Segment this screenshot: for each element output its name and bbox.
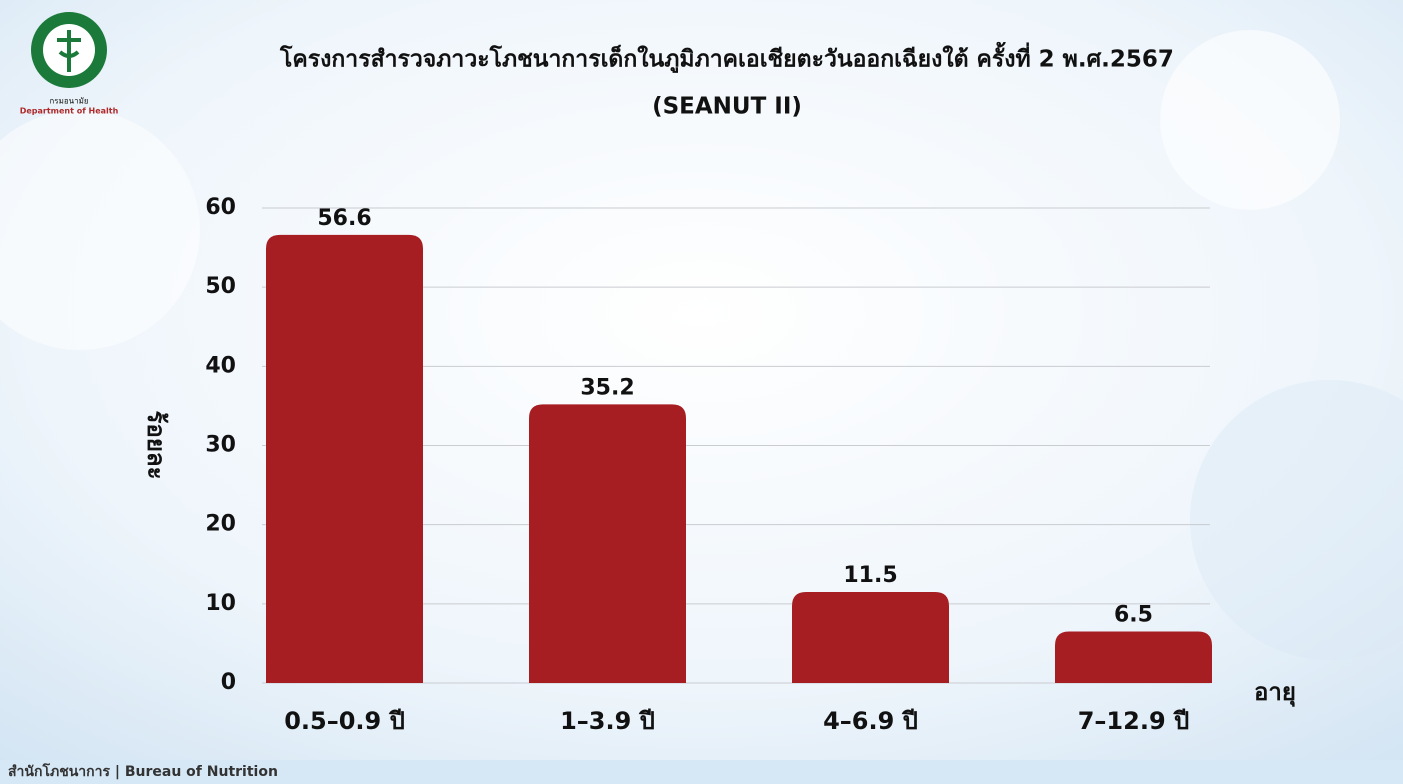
y-tick-label: 30	[205, 433, 236, 458]
y-tick-label: 0	[221, 670, 236, 695]
y-tick-label: 50	[205, 274, 236, 299]
chart-title: โครงการสำรวจภาวะโภชนาการเด็กในภูมิภาคเอเ…	[279, 42, 1174, 74]
y-tick-label: 60	[205, 195, 236, 220]
footer: สำนักโภชนาการ | Bureau of Nutrition	[8, 762, 278, 780]
bokeh	[1160, 30, 1340, 210]
y-tick-label: 40	[205, 353, 236, 378]
bar	[266, 235, 423, 683]
x-tick-label: 1–3.9 ปี	[560, 707, 655, 735]
chart: กรมอนามัย Department of Health โครงการสำ…	[0, 0, 1403, 784]
y-tick-label: 20	[205, 512, 236, 537]
value-label: 56.6	[317, 206, 371, 231]
bar	[1055, 632, 1212, 683]
logo-thai: กรมอนามัย	[49, 97, 88, 106]
x-tick-label: 0.5–0.9 ปี	[284, 707, 405, 735]
logo-english: Department of Health	[20, 107, 119, 116]
value-label: 11.5	[843, 563, 897, 588]
page: กรมอนามัย Department of Health โครงการสำ…	[0, 0, 1403, 784]
value-label: 6.5	[1114, 603, 1153, 628]
y-tick-label: 10	[205, 591, 236, 616]
x-axis-title: อายุ	[1254, 678, 1296, 708]
value-label: 35.2	[580, 375, 634, 400]
bar	[529, 404, 686, 683]
chart-subtitle: (SEANUT II)	[652, 94, 802, 120]
y-axis-title: ร้อยละ	[142, 411, 170, 480]
x-tick-label: 4–6.9 ปี	[823, 707, 918, 735]
bar	[792, 592, 949, 683]
logo	[31, 12, 107, 88]
x-tick-label: 7–12.9 ปี	[1078, 707, 1190, 735]
